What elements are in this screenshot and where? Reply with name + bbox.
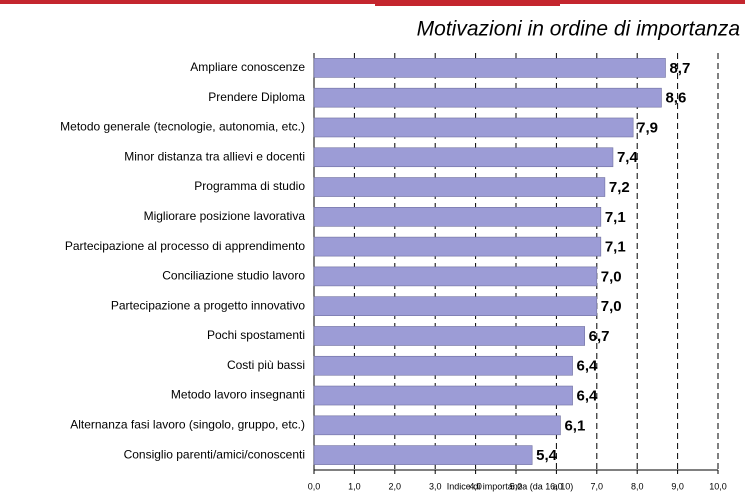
x-tick-label: 3,0 (429, 481, 442, 491)
bar (313, 266, 598, 287)
bar (313, 177, 606, 197)
bar (313, 355, 573, 376)
bar (313, 87, 662, 108)
x-tick-label: 7,0 (591, 481, 604, 491)
x-tick-label: 6,0 (550, 481, 563, 491)
y-tick-label: Consiglio parenti/amici/conoscenti (124, 447, 305, 461)
y-tick-label: Programma di studio (194, 179, 305, 193)
x-tick-label: 9,0 (671, 481, 684, 491)
chart-title: Motivazioni in ordine di importanza (417, 18, 740, 41)
y-tick-label: Partecipazione al processo di apprendime… (65, 239, 305, 253)
value-label: 6,4 (577, 358, 599, 375)
value-label: 7,0 (601, 268, 622, 285)
x-tick-label: 0,0 (308, 481, 321, 491)
x-tick-label: 2,0 (389, 481, 402, 491)
value-label: 8,7 (669, 60, 690, 77)
value-label: 6,7 (589, 328, 610, 345)
x-tick-label: 5,0 (510, 481, 523, 491)
value-label: 7,1 (605, 239, 626, 256)
value-label: 5,4 (536, 447, 558, 464)
y-tick-label: Prendere Diploma (208, 90, 305, 104)
value-label: 7,4 (617, 149, 639, 166)
value-label: 7,9 (637, 119, 658, 136)
value-label: 6,1 (564, 417, 585, 434)
y-tick-label: Pochi spostamenti (207, 328, 305, 342)
value-label: 7,2 (609, 179, 630, 196)
bar (313, 415, 561, 436)
value-label: 6,4 (577, 388, 599, 405)
y-tick-label: Metodo lavoro insegnanti (171, 388, 305, 402)
y-tick-label: Conciliazione studio lavoro (162, 269, 305, 283)
y-tick-label: Ampliare conoscenze (190, 60, 305, 74)
x-tick-label: 4,0 (469, 481, 482, 491)
y-tick-label: Metodo generale (tecnologie, autonomia, … (60, 120, 305, 134)
x-tick-label: 10,0 (709, 481, 727, 491)
y-tick-label: Costi più bassi (227, 358, 305, 372)
bar (313, 58, 666, 78)
bar (313, 207, 602, 227)
top-tab (375, 0, 560, 6)
x-axis-label: Indice di importanza (da 1 a 10) (447, 481, 574, 491)
value-label: 7,1 (605, 209, 626, 226)
bar (313, 147, 614, 168)
x-tick-label: 8,0 (631, 481, 644, 491)
bar (313, 385, 573, 406)
x-tick-label: 1,0 (348, 481, 361, 491)
value-label: 7,0 (601, 298, 622, 315)
bar (313, 326, 585, 346)
bar (313, 117, 634, 138)
top-rule (0, 0, 745, 4)
y-tick-label: Alternanza fasi lavoro (singolo, gruppo,… (70, 417, 305, 431)
y-tick-label: Migliorare posizione lavorativa (144, 209, 306, 223)
bar (313, 445, 533, 465)
y-tick-label: Partecipazione a progetto innovativo (111, 298, 305, 312)
y-tick-label: Minor distanza tra allievi e docenti (124, 149, 305, 163)
value-label: 8,6 (665, 90, 686, 107)
bar (313, 296, 598, 316)
bar (313, 236, 602, 257)
